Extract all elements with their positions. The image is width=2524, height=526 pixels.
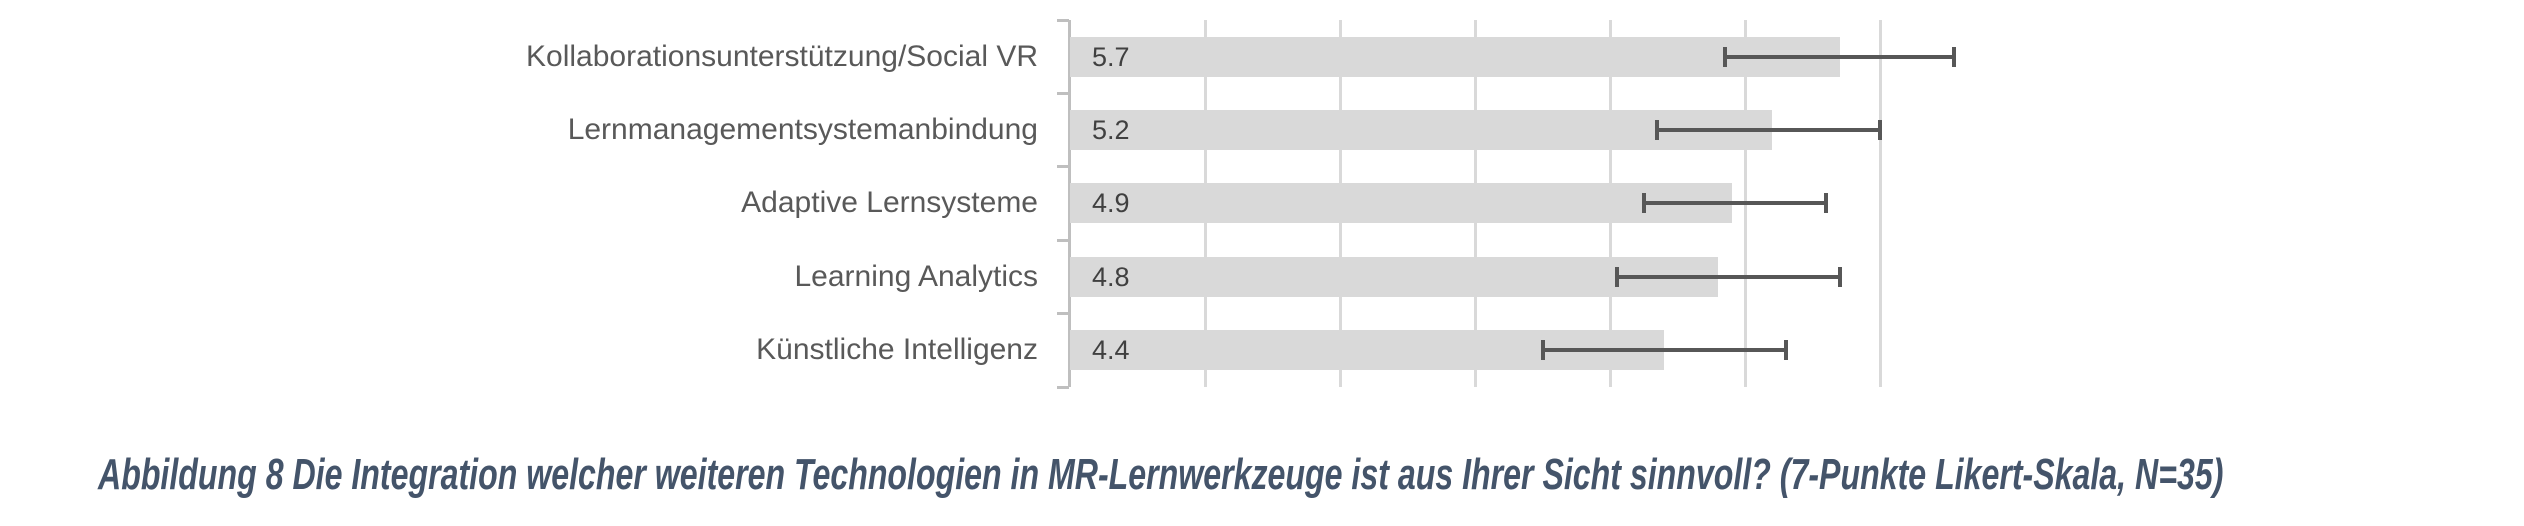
error-bar-cap-low <box>1540 340 1545 361</box>
error-bar-cap-low <box>1655 120 1660 141</box>
error-bar <box>1542 348 1786 353</box>
likert-bar-chart: 5.7 5.2 4.9 4.8 4.4 Kollaborationsunterstütz… <box>526 18 2015 389</box>
bar-row: 4.9 <box>1070 167 2015 240</box>
bar-row: 4.4 <box>1070 314 2015 387</box>
bar <box>1070 110 1772 151</box>
axis-tick <box>1057 165 1069 169</box>
error-bar-cap-low <box>1641 193 1646 214</box>
bar-value-label: 4.8 <box>1092 261 1130 292</box>
error-bar <box>1616 274 1840 279</box>
error-bar <box>1657 128 1880 133</box>
bar <box>1070 36 1840 77</box>
category-label: Learning Analytics <box>794 259 1039 293</box>
category-label: Künstliche Intelligenz <box>756 333 1038 367</box>
error-bar-cap-high <box>1878 120 1882 141</box>
bar-value-label: 4.9 <box>1092 188 1130 219</box>
category-label: Lernmanagementsystemanbindung <box>567 113 1038 147</box>
axis-tick <box>1057 385 1069 389</box>
axis-tick <box>1057 238 1069 242</box>
bar <box>1070 256 1718 297</box>
bar-row: 5.2 <box>1070 93 2015 166</box>
error-bar-cap-high <box>1837 266 1842 287</box>
error-bar <box>1724 54 1955 59</box>
error-bar-cap-high <box>1824 193 1828 214</box>
category-label: Kollaborationsunterstützung/Social VR <box>526 39 1038 73</box>
figure-caption: Abbildung 8 Die Integration welcher weit… <box>98 450 2224 499</box>
error-bar-cap-low <box>1614 266 1619 287</box>
bar-row: 5.7 <box>1070 20 2015 93</box>
error-bar-cap-high <box>1783 340 1788 361</box>
error-bar-cap-low <box>1722 46 1727 67</box>
bar-row: 4.8 <box>1070 240 2015 313</box>
plot-area: 5.7 5.2 4.9 4.8 4.4 <box>1057 18 2015 389</box>
bar-value-label: 5.2 <box>1092 115 1130 146</box>
bar-value-label: 5.7 <box>1092 41 1130 72</box>
axis-tick <box>1057 91 1069 95</box>
error-bar-cap-high <box>1952 46 1957 67</box>
error-bar <box>1643 201 1826 206</box>
category-axis-line <box>1068 20 1071 387</box>
axis-tick <box>1057 312 1069 316</box>
bar <box>1070 183 1732 224</box>
axis-tick <box>1057 18 1069 22</box>
bar-value-label: 4.4 <box>1092 335 1130 366</box>
category-label: Adaptive Lernsysteme <box>741 186 1038 220</box>
x-gridline <box>1878 20 1882 387</box>
